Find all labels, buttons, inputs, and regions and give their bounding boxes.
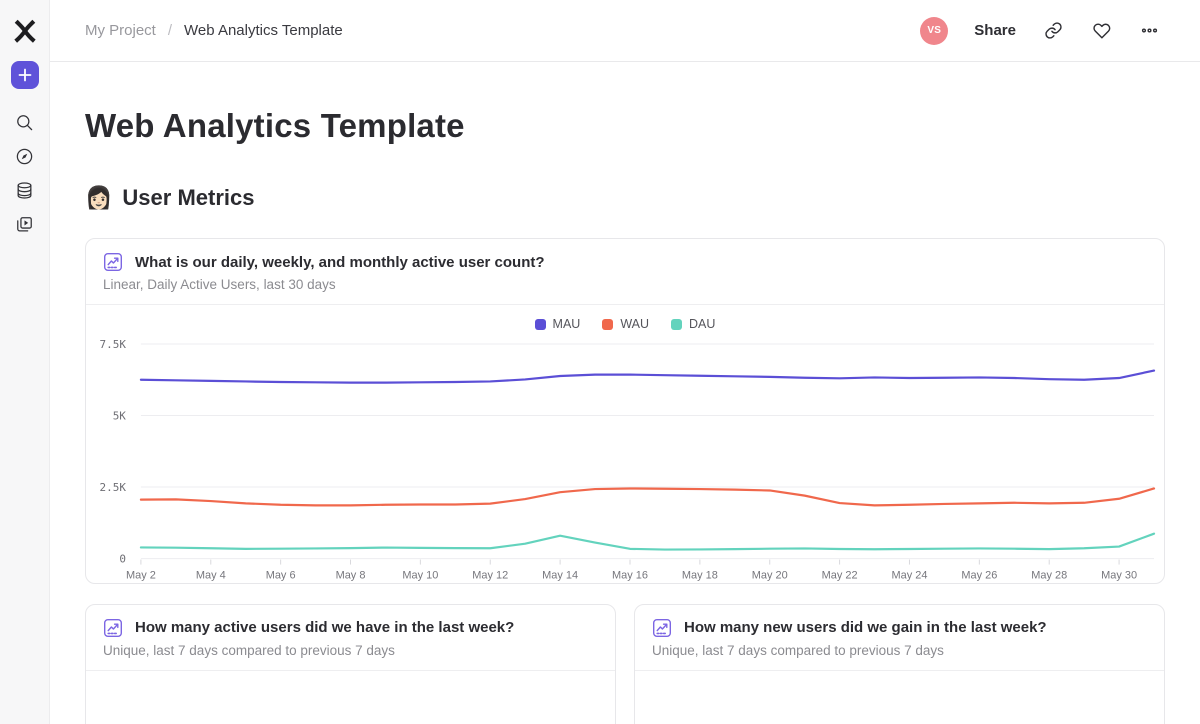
more-options-icon[interactable] bbox=[1138, 20, 1160, 42]
x-axis-label: May 10 bbox=[402, 570, 438, 582]
legend-swatch bbox=[671, 318, 683, 330]
page-title: Web Analytics Template bbox=[85, 107, 465, 144]
x-axis-label: May 24 bbox=[891, 570, 927, 582]
legend-swatch bbox=[534, 318, 546, 330]
report-title-link[interactable]: How many new users did we gain in the la… bbox=[652, 618, 1147, 638]
card-active-users-last-week: How many active users did we have in the… bbox=[85, 603, 616, 724]
x-axis-label: May 22 bbox=[822, 570, 858, 582]
breadcrumb-current-page[interactable]: Web Analytics Template bbox=[184, 22, 343, 39]
main-content: Web Analytics Template 👩🏻 User Metrics W… bbox=[50, 107, 1200, 724]
card-body bbox=[635, 671, 1164, 724]
chart-area: MAU WAU DAU 7.5K 5K 2.5K 0 May 2 May 4 May 6 May … bbox=[86, 305, 1164, 583]
card-header: How many active users did we have in the… bbox=[86, 605, 615, 671]
section-heading-user-metrics: 👩🏻 User Metrics bbox=[85, 185, 1165, 211]
card-title: How many active users did we have in the… bbox=[135, 619, 515, 637]
report-title-link[interactable]: What is our daily, weekly, and monthly a… bbox=[103, 252, 1147, 272]
x-axis-label: May 28 bbox=[1031, 570, 1067, 582]
card-header: What is our daily, weekly, and monthly a… bbox=[86, 239, 1164, 305]
boards-icon[interactable] bbox=[8, 207, 42, 241]
top-header: My Project / Web Analytics Template VS S… bbox=[50, 0, 1200, 62]
x-axis-label: May 18 bbox=[682, 570, 718, 582]
chart-legend: MAU WAU DAU bbox=[86, 305, 1164, 331]
card-title: What is our daily, weekly, and monthly a… bbox=[135, 253, 545, 271]
breadcrumb-separator: / bbox=[167, 22, 173, 39]
cards-row: How many active users did we have in the… bbox=[85, 603, 1165, 724]
breadcrumb-project[interactable]: My Project bbox=[85, 22, 156, 39]
series-line-mau[interactable] bbox=[139, 369, 1156, 384]
share-button[interactable]: Share bbox=[974, 22, 1016, 39]
card-subtitle: Unique, last 7 days compared to previous… bbox=[652, 642, 944, 658]
insights-report-icon bbox=[653, 618, 672, 637]
card-body bbox=[86, 671, 615, 724]
legend-label: MAU bbox=[552, 317, 581, 331]
y-axis-label: 7.5K bbox=[100, 338, 127, 351]
x-axis-label: May 4 bbox=[196, 570, 226, 582]
y-axis-label: 5K bbox=[113, 410, 127, 423]
app-sidebar bbox=[0, 0, 50, 724]
legend-swatch bbox=[602, 318, 614, 330]
database-icon[interactable] bbox=[8, 173, 42, 207]
x-axis-label: May 6 bbox=[266, 570, 296, 582]
copy-link-icon[interactable] bbox=[1042, 20, 1064, 42]
header-actions: VS Share bbox=[920, 16, 1160, 45]
x-axis-label: May 2 bbox=[126, 570, 156, 582]
insights-report-icon bbox=[104, 253, 123, 272]
plus-icon bbox=[18, 68, 31, 82]
mixpanel-logo-icon[interactable] bbox=[0, 0, 50, 62]
x-axis-label: May 26 bbox=[961, 570, 997, 582]
card-title: How many new users did we gain in the la… bbox=[684, 619, 1047, 637]
card-new-users-last-week: How many new users did we gain in the la… bbox=[634, 603, 1165, 724]
section-title: User Metrics bbox=[122, 185, 255, 210]
legend-item-mau[interactable]: MAU bbox=[534, 317, 581, 331]
search-icon[interactable] bbox=[8, 105, 42, 139]
legend-label: WAU bbox=[620, 317, 650, 331]
card-subtitle: Linear, Daily Active Users, last 30 days bbox=[103, 277, 336, 292]
x-axis-label: May 14 bbox=[542, 570, 578, 582]
x-axis-label: May 20 bbox=[752, 570, 788, 582]
y-axis-label: 2.5K bbox=[100, 481, 127, 494]
legend-item-dau[interactable]: DAU bbox=[671, 317, 715, 331]
card-header: How many new users did we gain in the la… bbox=[635, 605, 1164, 671]
x-axis-label: May 30 bbox=[1101, 570, 1137, 582]
series-line-dau[interactable] bbox=[139, 532, 1156, 551]
add-button[interactable] bbox=[10, 61, 39, 89]
compass-icon[interactable] bbox=[8, 139, 42, 173]
x-axis-label: May 12 bbox=[472, 570, 508, 582]
legend-item-wau[interactable]: WAU bbox=[602, 317, 649, 331]
legend-label: DAU bbox=[689, 317, 716, 331]
x-axis-label: May 16 bbox=[612, 570, 648, 582]
avatar[interactable]: VS bbox=[920, 16, 949, 45]
x-axis-label: May 8 bbox=[336, 570, 366, 582]
card-active-user-count: What is our daily, weekly, and monthly a… bbox=[85, 238, 1165, 584]
y-axis-label: 0 bbox=[119, 553, 126, 566]
favorite-heart-icon[interactable] bbox=[1090, 20, 1112, 42]
report-title-link[interactable]: How many active users did we have in the… bbox=[103, 618, 598, 638]
card-subtitle: Unique, last 7 days compared to previous… bbox=[103, 642, 395, 658]
insights-report-icon bbox=[104, 618, 123, 637]
series-line-wau[interactable] bbox=[139, 487, 1156, 507]
breadcrumb: My Project / Web Analytics Template bbox=[85, 22, 343, 39]
woman-emoji-icon: 👩🏻 bbox=[85, 185, 113, 210]
